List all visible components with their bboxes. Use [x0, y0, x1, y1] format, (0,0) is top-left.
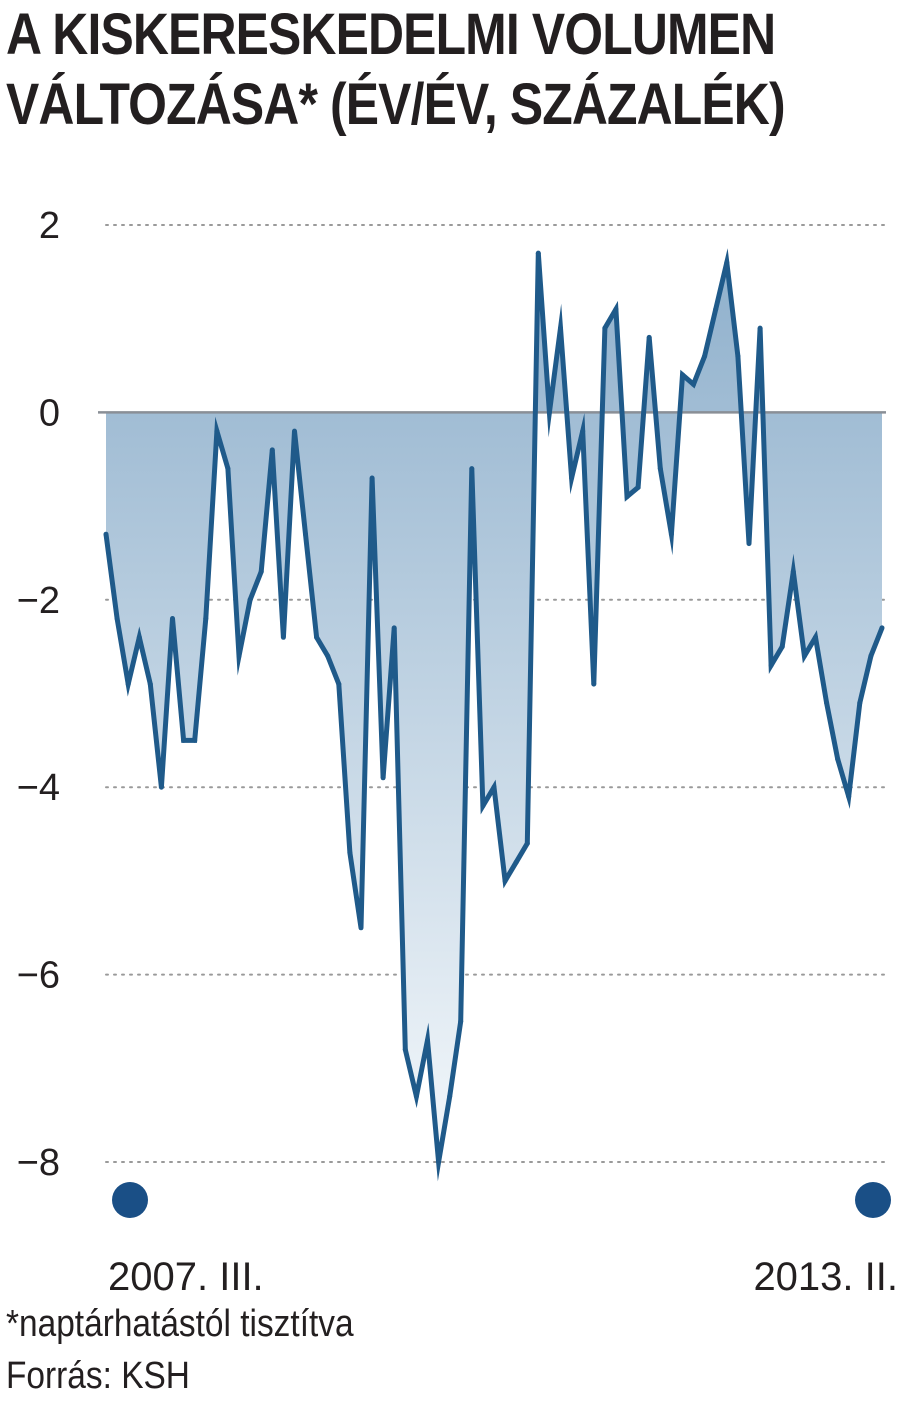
data-point	[170, 616, 175, 621]
x-end-label: 2013. II.	[753, 1255, 898, 1299]
data-point	[624, 494, 630, 500]
data-point	[236, 653, 242, 659]
data-point	[680, 372, 685, 378]
data-point	[247, 597, 253, 603]
y-tick-label: 2	[39, 205, 60, 247]
data-point	[569, 475, 575, 481]
data-point	[813, 634, 818, 640]
data-points	[103, 250, 885, 1165]
source-note: Forrás: KSH	[6, 1355, 190, 1397]
data-point	[280, 634, 286, 640]
data-point	[336, 681, 342, 687]
data-point	[214, 428, 220, 434]
y-tick-label: 0	[39, 392, 60, 434]
data-point	[857, 700, 863, 706]
area-fill	[106, 253, 882, 1163]
data-point	[524, 840, 530, 846]
data-point	[591, 681, 597, 687]
end-marker-dot	[855, 1182, 891, 1218]
data-point	[147, 681, 153, 687]
data-point	[668, 531, 674, 537]
data-point	[181, 737, 187, 743]
data-point	[691, 381, 696, 387]
data-point	[613, 306, 619, 312]
data-point	[879, 625, 885, 631]
data-point	[391, 625, 397, 631]
footnote: *naptárhatástól tisztítva	[6, 1303, 354, 1345]
data-point	[824, 700, 830, 706]
chart-title-line-1: A KISKERESKEDELMI VOLUMEN	[6, 2, 776, 67]
data-point	[203, 616, 209, 621]
x-start-label: 2007. III.	[108, 1255, 264, 1299]
data-point	[458, 1018, 464, 1024]
data-point	[602, 325, 608, 331]
data-point	[436, 1159, 442, 1165]
data-point	[646, 334, 652, 340]
area-chart: 2 0 −2 −4 −6 −8 2007. III. 2013. II.	[17, 205, 898, 1299]
data-point	[325, 653, 331, 659]
area-path	[106, 253, 882, 1163]
chart-title-line-2: VÁLTOZÁSA* (ÉV/ÉV, SZÁZALÉK)	[6, 72, 786, 137]
start-marker-dot	[112, 1182, 148, 1218]
data-point	[269, 447, 275, 453]
y-tick-label: −8	[17, 1142, 60, 1184]
data-point	[558, 325, 563, 331]
data-point	[835, 756, 841, 762]
data-point	[746, 541, 752, 547]
data-point	[369, 475, 375, 481]
data-point	[702, 353, 708, 359]
data-point	[292, 428, 297, 434]
data-point	[535, 250, 541, 256]
data-point	[635, 484, 641, 490]
data-point	[768, 662, 774, 668]
data-point	[757, 325, 763, 331]
data-point	[103, 531, 109, 537]
data-point	[469, 466, 475, 472]
data-point	[413, 1093, 419, 1099]
data-point	[347, 850, 353, 856]
data-point	[158, 784, 164, 790]
data-point	[779, 644, 785, 650]
data-point	[502, 878, 508, 884]
data-point	[580, 428, 586, 434]
data-point	[125, 681, 131, 687]
y-tick-label: −4	[17, 767, 60, 809]
data-point	[358, 925, 364, 931]
y-tick-label: −2	[17, 580, 60, 622]
data-point	[402, 1047, 408, 1053]
data-point	[790, 569, 796, 575]
data-point	[258, 569, 264, 575]
data-point	[380, 775, 386, 781]
data-point	[136, 634, 142, 640]
chart-title: A KISKERESKEDELMI VOLUMEN VÁLTOZÁSA* (ÉV…	[6, 0, 786, 140]
data-point	[314, 634, 320, 640]
data-point	[192, 737, 198, 743]
data-point	[225, 466, 231, 472]
data-point	[480, 803, 486, 809]
data-point	[713, 306, 719, 312]
data-point	[657, 466, 663, 472]
data-point	[303, 531, 308, 537]
data-point	[846, 794, 852, 800]
data-point	[801, 653, 807, 659]
data-point	[724, 260, 730, 265]
data-point	[868, 653, 874, 659]
y-tick-label: −6	[17, 955, 60, 997]
data-point	[425, 1037, 430, 1043]
y-axis-ticks: 2 0 −2 −4 −6 −8	[17, 205, 60, 1184]
data-point	[447, 1093, 453, 1099]
data-point	[546, 409, 552, 415]
data-point	[513, 859, 519, 865]
data-point	[491, 784, 497, 790]
data-point	[735, 353, 741, 359]
data-point	[114, 616, 120, 621]
